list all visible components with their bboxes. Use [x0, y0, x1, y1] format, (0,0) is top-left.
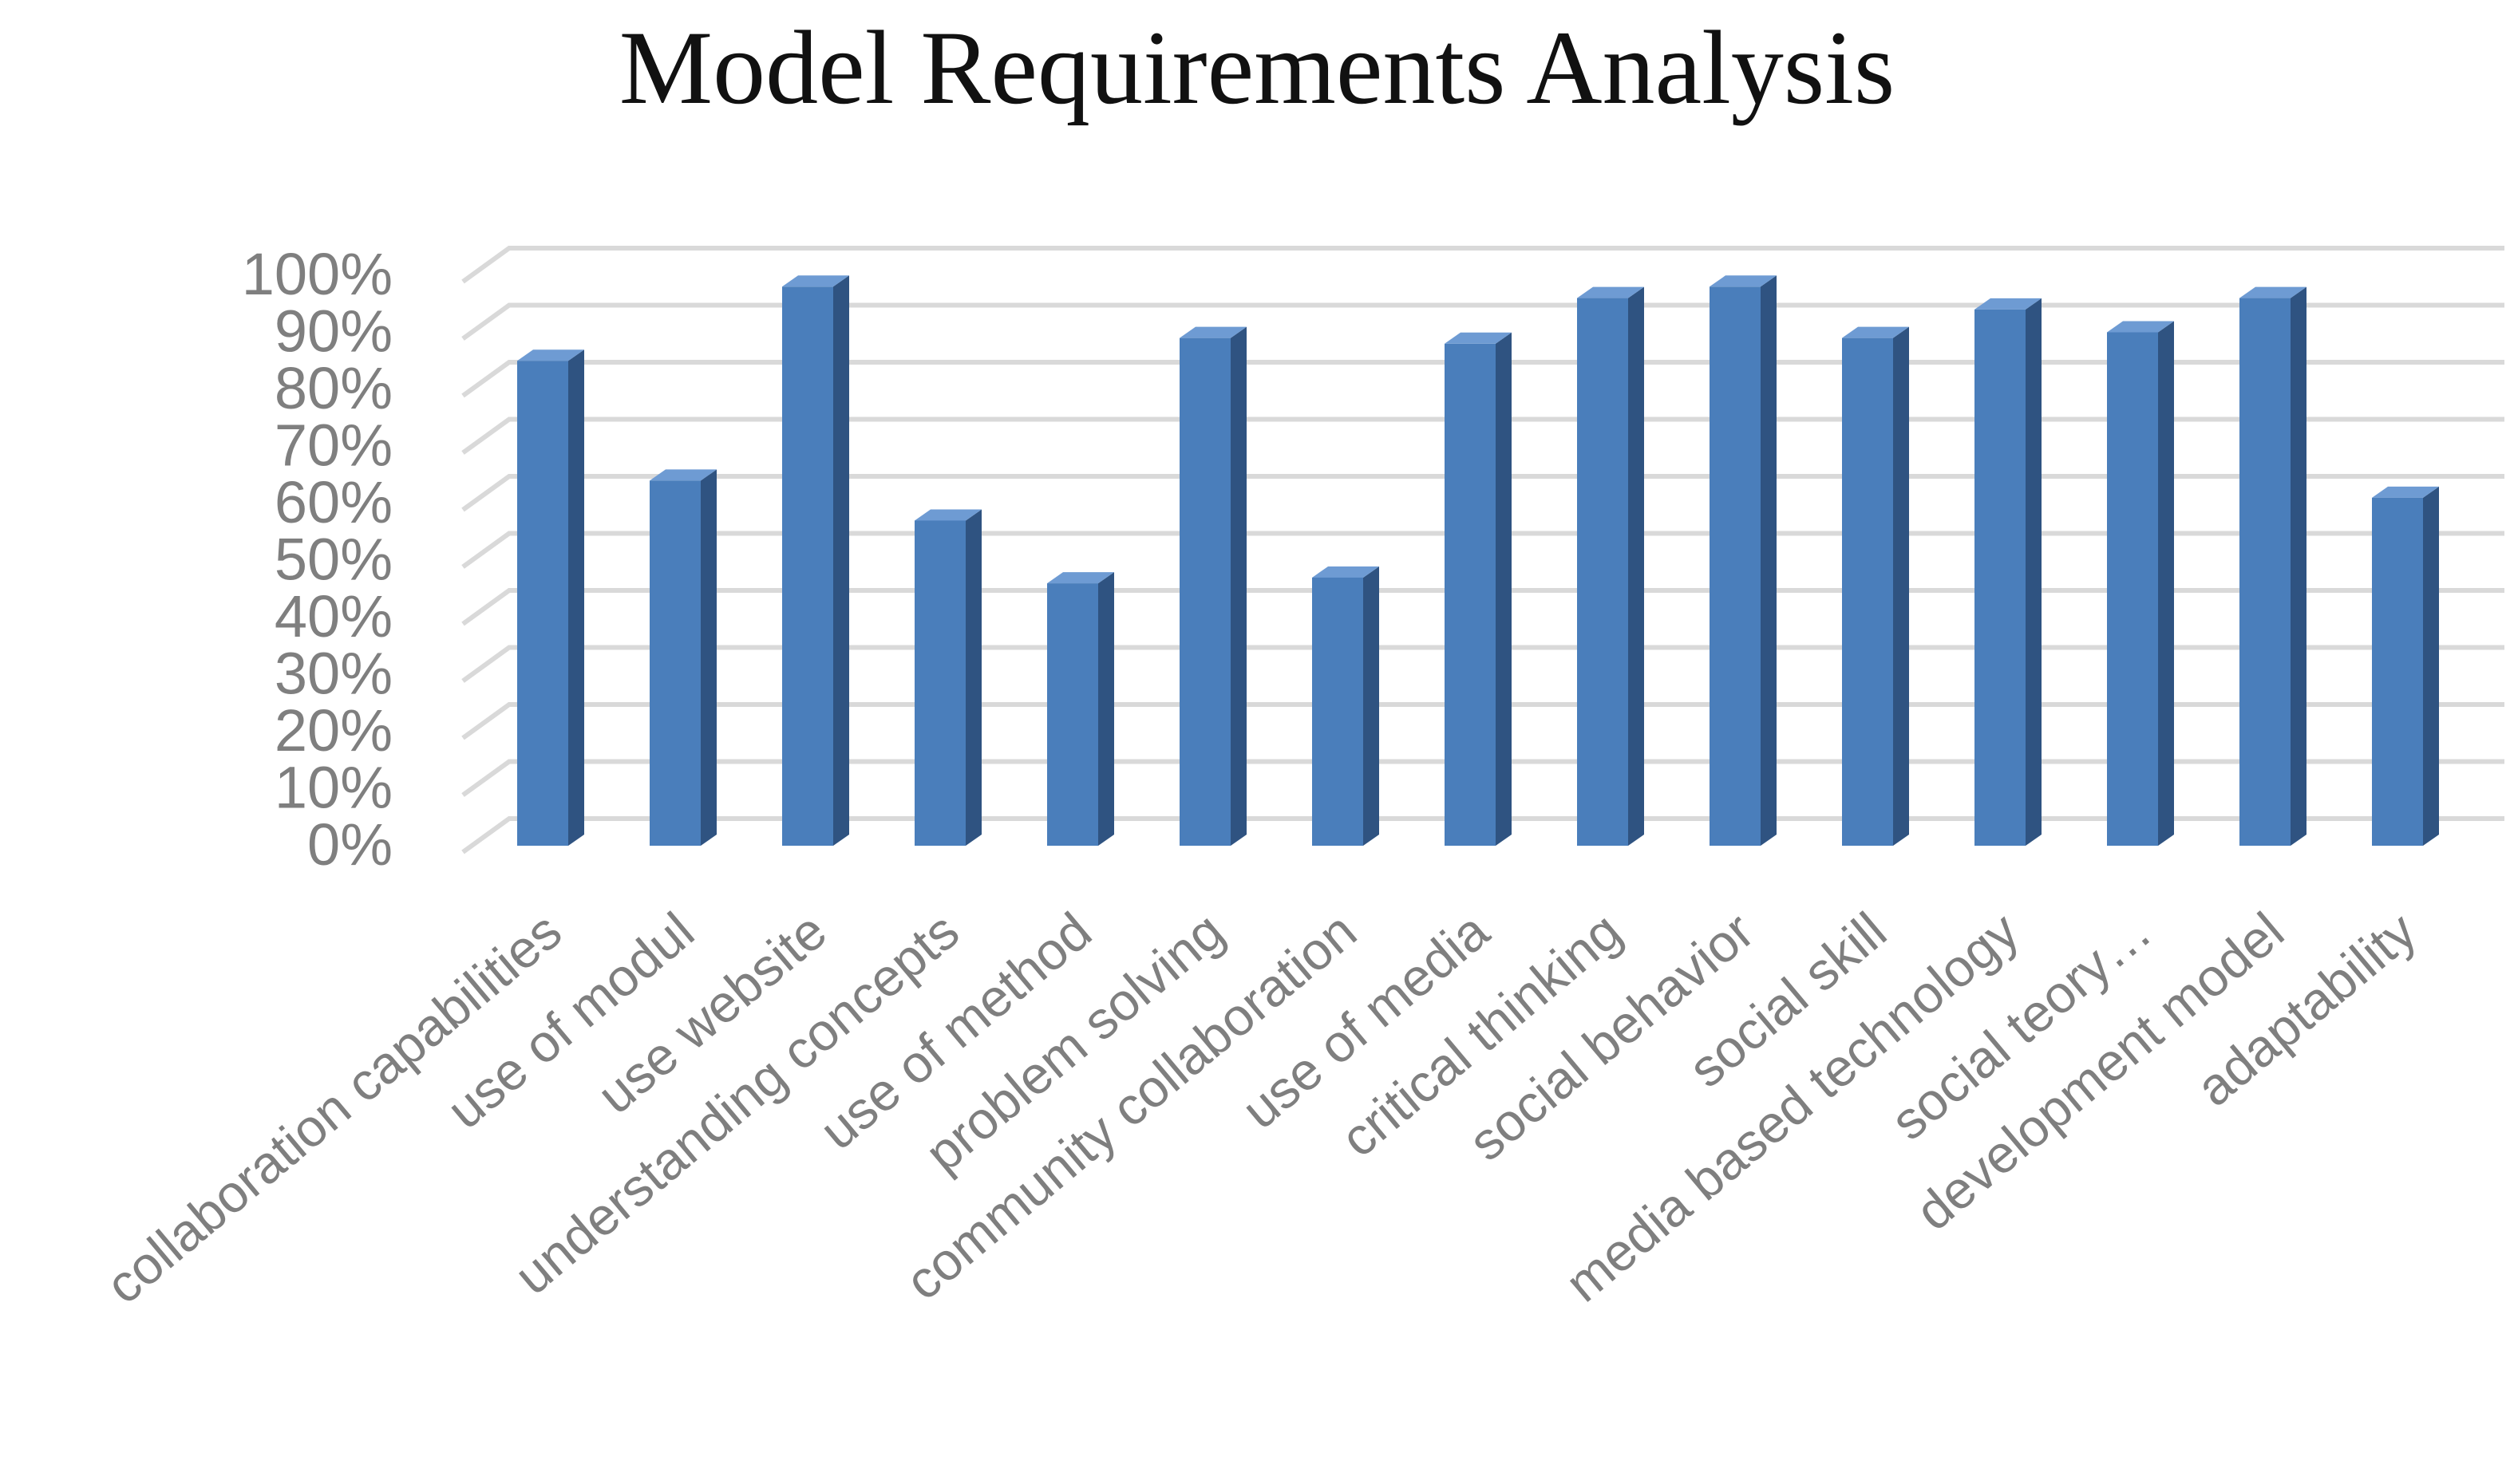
y-tick-label: 90% — [275, 298, 393, 365]
bar-front — [650, 480, 701, 846]
y-tick-label: 10% — [275, 755, 393, 821]
chart-title: Model Requirements Analysis — [619, 9, 1895, 126]
bar-side — [1628, 286, 1644, 847]
y-axis-ticks: 0%10%20%30%40%50%60%70%80%90%100% — [242, 241, 393, 878]
gridline — [461, 302, 2504, 341]
bar — [1577, 286, 1644, 847]
y-tick-label: 100% — [242, 241, 393, 307]
bar-front — [1974, 309, 2026, 846]
bar-front — [2107, 332, 2158, 846]
gridline — [461, 246, 2504, 284]
gridline — [461, 531, 2504, 569]
bar-front — [2239, 298, 2291, 847]
y-tick-label: 30% — [275, 641, 393, 707]
bar-top — [915, 509, 982, 521]
bar — [2239, 286, 2306, 847]
gridline — [461, 645, 2504, 683]
bar — [1710, 275, 1777, 846]
gridline — [461, 360, 2504, 398]
bar-top — [2107, 321, 2174, 333]
y-tick-label: 40% — [275, 583, 393, 649]
bar — [1312, 566, 1379, 846]
bar-top — [1047, 572, 1114, 584]
gridline — [461, 416, 2504, 455]
bar-front — [782, 286, 833, 846]
bar-top — [2372, 486, 2439, 498]
bar-top — [2239, 286, 2306, 298]
gridlines — [461, 246, 2504, 854]
bar-side — [701, 469, 717, 846]
bar-side — [2291, 286, 2306, 847]
bar-side — [833, 275, 849, 846]
bar-front — [1842, 337, 1893, 846]
gridline — [461, 474, 2504, 512]
bar-front — [1312, 577, 1363, 846]
gridline — [461, 816, 2504, 854]
bar-top — [650, 469, 717, 481]
bar-front — [1180, 337, 1231, 846]
bar-side — [2158, 321, 2174, 846]
bar-front — [1047, 583, 1098, 846]
bar — [650, 469, 717, 846]
bar — [1180, 326, 1247, 846]
bar — [782, 275, 849, 846]
bar-top — [1180, 326, 1247, 338]
bar — [1047, 572, 1114, 846]
bar — [2372, 486, 2439, 846]
bar-side — [568, 349, 584, 846]
bar-front — [1710, 286, 1761, 846]
y-tick-label: 80% — [275, 355, 393, 421]
bar-front — [1445, 343, 1496, 846]
bar-side — [1363, 566, 1379, 846]
bar — [1974, 298, 2042, 846]
bar-top — [1974, 298, 2042, 310]
bar-side — [1231, 326, 1247, 846]
gridline — [461, 702, 2504, 740]
y-tick-label: 0% — [307, 811, 393, 878]
bar-side — [966, 509, 982, 846]
y-tick-label: 50% — [275, 527, 393, 593]
bar-side — [2026, 298, 2042, 846]
bar — [1842, 326, 1909, 846]
bar-side — [1761, 275, 1777, 846]
bar-side — [1098, 572, 1114, 846]
y-tick-label: 20% — [275, 697, 393, 764]
bar-front — [517, 361, 568, 846]
bar-top — [1577, 286, 1644, 298]
bar-front — [2372, 497, 2423, 846]
bar-top — [1842, 326, 1909, 338]
y-tick-label: 60% — [275, 469, 393, 535]
bar-top — [1312, 566, 1379, 578]
bar-top — [782, 275, 849, 287]
bar-top — [517, 349, 584, 361]
gridline — [461, 588, 2504, 626]
bars — [517, 275, 2439, 847]
bar-top — [1445, 332, 1512, 344]
bar-side — [2423, 486, 2439, 846]
bar — [2107, 321, 2174, 846]
bar — [517, 349, 584, 846]
bar — [915, 509, 982, 846]
bar-front — [1577, 298, 1628, 847]
gridline — [461, 759, 2504, 797]
bar-side — [1893, 326, 1909, 846]
y-tick-label: 70% — [275, 412, 393, 479]
bar-top — [1710, 275, 1777, 287]
bar-side — [1496, 332, 1512, 846]
bar — [1445, 332, 1512, 846]
bar-front — [915, 520, 966, 846]
